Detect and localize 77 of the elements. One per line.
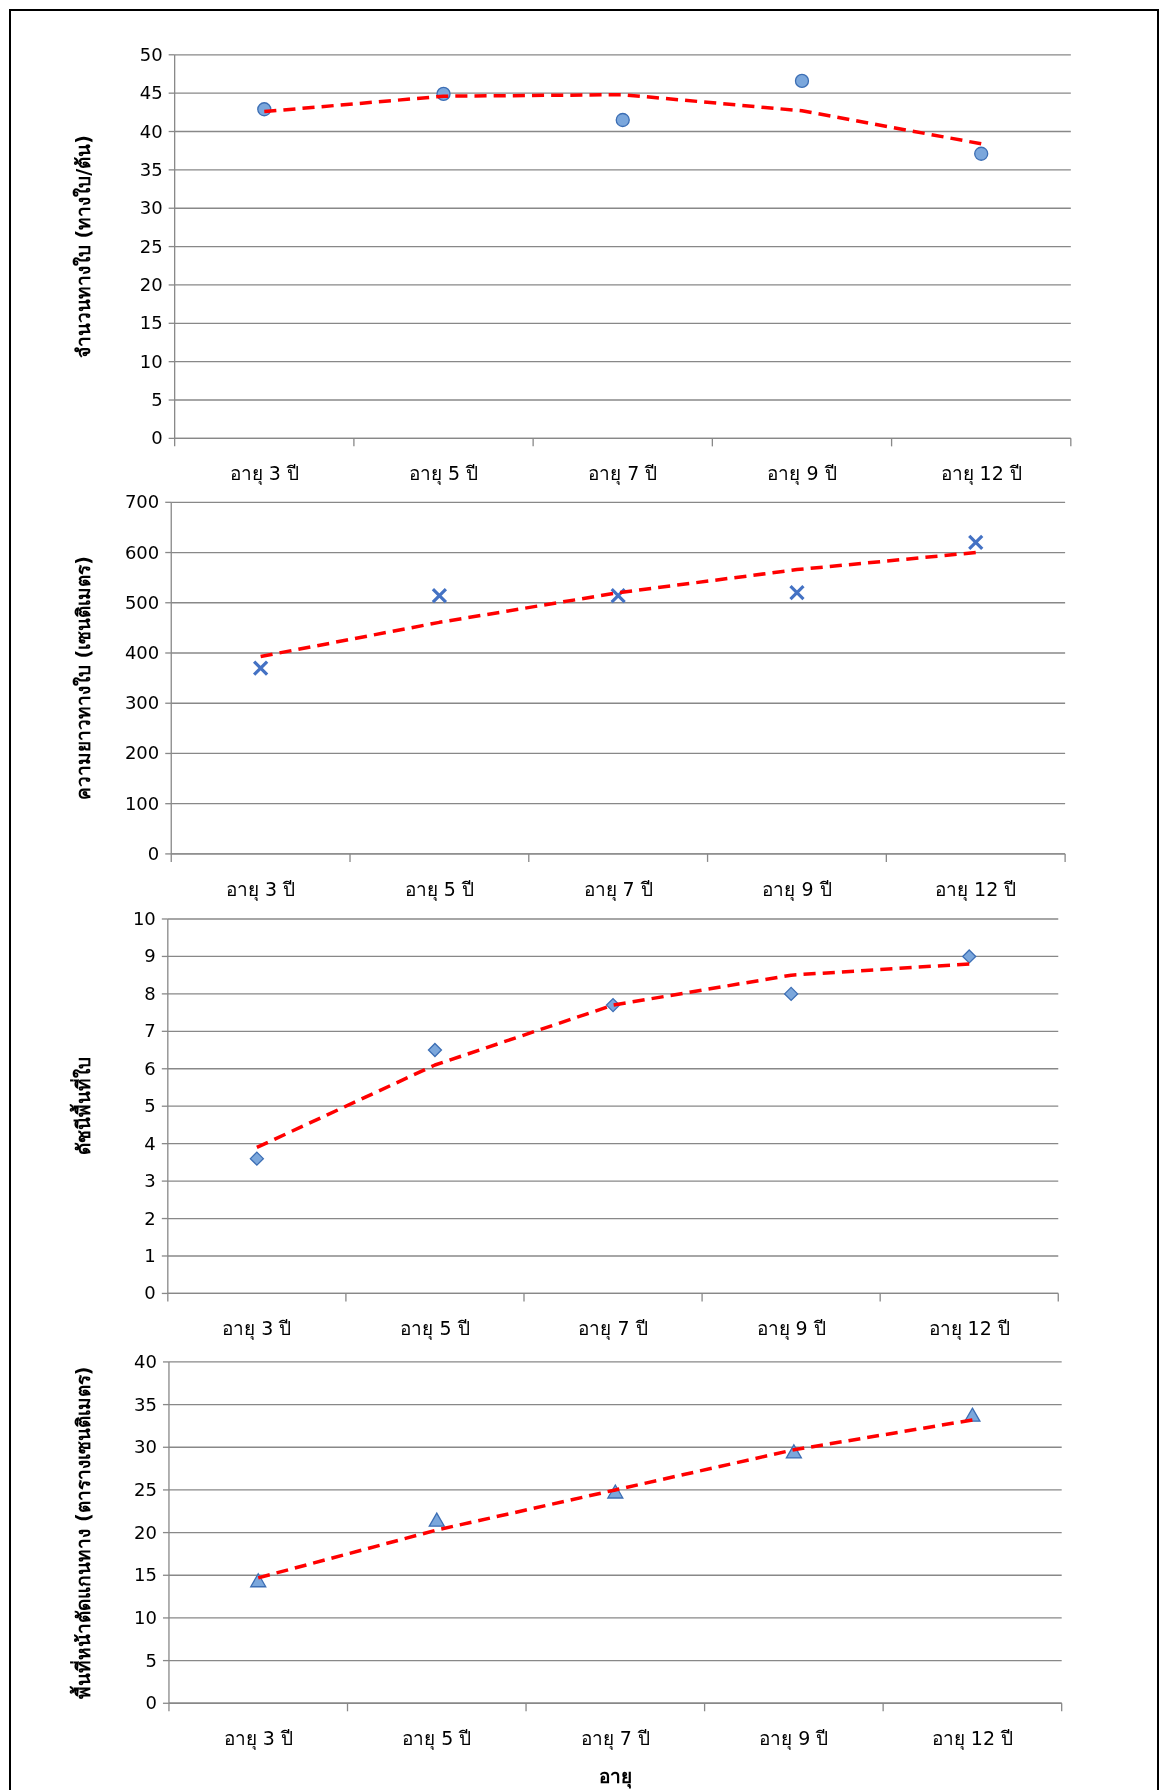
y-tick-label: 3 (144, 1170, 156, 1192)
y-tick-label: 10 (139, 350, 163, 372)
y-tick-label: 30 (134, 1436, 157, 1458)
x-tick-label: อายุ 12 ปี (940, 462, 1022, 487)
y-tick-label: 600 (124, 541, 160, 563)
y-axis-title: ความยาวทางใบ (เซนติเมตร) (72, 556, 94, 801)
x-tick-label: อายุ 5 ปี (400, 1317, 470, 1342)
y-axis-title: ดัชนีพื้นที่ใบ (69, 1057, 94, 1156)
y-tick-label: 15 (139, 312, 163, 334)
y-tick-label: 6 (144, 1057, 156, 1079)
point (967, 534, 984, 551)
y-tick-label: 10 (132, 907, 156, 929)
x-axis-title: อายุ (598, 1765, 632, 1790)
x-tick-label: อายุ 7 ปี (580, 1727, 650, 1752)
x-tick-label: อายุ 5 ปี (402, 1727, 472, 1752)
y-tick-label: 5 (151, 389, 163, 411)
x-tick-label: อายุ 12 ปี (931, 1727, 1014, 1752)
point (974, 146, 989, 161)
x-tick-label: อายุ 3 ปี (222, 1317, 292, 1342)
y-tick-label: 5 (144, 1095, 156, 1117)
y-tick-label: 20 (134, 1521, 157, 1543)
y-tick-label: 8 (144, 982, 156, 1004)
y-tick-label: 0 (145, 1692, 157, 1714)
x-tick-label: อายุ 12 ปี (928, 1317, 1010, 1342)
y-tick-label: 2 (144, 1207, 156, 1229)
point (794, 73, 810, 89)
point (252, 659, 269, 677)
y-tick-label: 35 (139, 158, 163, 180)
point (788, 584, 806, 601)
point (431, 587, 448, 604)
point (962, 949, 977, 964)
x-tick-label: อายุ 3 ปี (226, 877, 296, 902)
y-tick-label: 100 (124, 792, 160, 814)
x-tick-label: อายุ 3 ปี (223, 1727, 293, 1752)
y-tick-label: 0 (147, 842, 160, 864)
y-tick-label: 20 (139, 273, 163, 295)
y-tick-label: 300 (124, 692, 160, 714)
point (783, 986, 799, 1002)
x-tick-label: อายุ 5 ปี (404, 877, 474, 902)
point (427, 1042, 443, 1058)
line-series (258, 550, 978, 659)
y-axis-title: จำนวนทางใบ (ทางใบ/ต้น) (72, 135, 94, 359)
y-tick-label: 30 (139, 197, 163, 219)
y-tick-label: 10 (134, 1606, 157, 1628)
y-tick-label: 40 (139, 120, 163, 142)
y-tick-label: 0 (151, 427, 163, 449)
x-tick-label: อายุ 3 ปี (229, 462, 299, 487)
point (249, 1151, 265, 1166)
x-tick-label: อายุ 9 ปี (759, 1727, 829, 1752)
y-tick-label: 35 (134, 1393, 157, 1415)
y-tick-label: 500 (124, 591, 160, 613)
y-tick-label: 9 (144, 945, 156, 967)
y-tick-label: 15 (134, 1564, 157, 1586)
y-tick-label: 45 (139, 82, 163, 104)
y-tick-label: 700 (124, 491, 160, 513)
y-tick-label: 0 (144, 1282, 156, 1304)
x-tick-label: อายุ 9 ปี (762, 877, 832, 902)
x-tick-label: อายุ 7 ปี (578, 1317, 648, 1342)
y-tick-label: 5 (145, 1649, 157, 1671)
y-tick-label: 25 (139, 235, 163, 257)
y-tick-label: 1 (144, 1244, 156, 1266)
x-tick-label: อายุ 5 ปี (408, 462, 479, 487)
y-tick-label: 25 (134, 1478, 157, 1500)
point (615, 112, 630, 128)
y-tick-label: 40 (134, 1350, 157, 1372)
x-tick-label: อายุ 9 ปี (767, 462, 837, 487)
x-tick-label: อายุ 12 ปี (935, 877, 1017, 902)
x-tick-label: อายุ 7 ปี (583, 877, 653, 902)
y-axis-title: พื้นที่หน้าตัดแกนทาง (ตารางเซนติเมตร) (69, 1366, 94, 1699)
y-tick-label: 4 (144, 1132, 156, 1154)
x-tick-label: อายุ 9 ปี (756, 1317, 826, 1342)
y-tick-label: 200 (124, 742, 160, 764)
y-tick-label: 7 (144, 1020, 156, 1042)
x-tick-label: อายุ 7 ปี (588, 462, 658, 487)
y-tick-label: 50 (139, 43, 163, 65)
y-tick-label: 400 (124, 642, 160, 663)
point (428, 1512, 445, 1527)
